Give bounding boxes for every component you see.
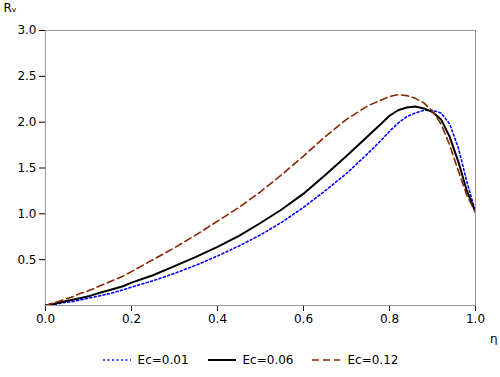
html-text:Ec=0.01: Ec=0.01 xyxy=(137,353,189,367)
html-text:Ec=0.12: Ec=0.12 xyxy=(347,353,399,367)
svg-text:Rᵥ: Rᵥ xyxy=(4,1,17,15)
svg-text:0.6: 0.6 xyxy=(294,312,313,326)
svg-text:0.8: 0.8 xyxy=(380,312,399,326)
svg-text:2.0: 2.0 xyxy=(17,115,36,129)
svg-text:3.0: 3.0 xyxy=(17,23,36,37)
svg-text:0.2: 0.2 xyxy=(122,312,141,326)
svg-text:0.5: 0.5 xyxy=(17,253,36,267)
html-text:Ec=0.06: Ec=0.06 xyxy=(242,353,294,367)
svg-text:0.4: 0.4 xyxy=(208,312,227,326)
svg-text:2.5: 2.5 xyxy=(17,69,36,83)
svg-text:1.0: 1.0 xyxy=(466,312,485,326)
svg-text:1.5: 1.5 xyxy=(17,161,36,175)
svg-text:η: η xyxy=(490,332,498,346)
svg-text:1.0: 1.0 xyxy=(17,207,36,221)
svg-text:0.0: 0.0 xyxy=(36,312,55,326)
